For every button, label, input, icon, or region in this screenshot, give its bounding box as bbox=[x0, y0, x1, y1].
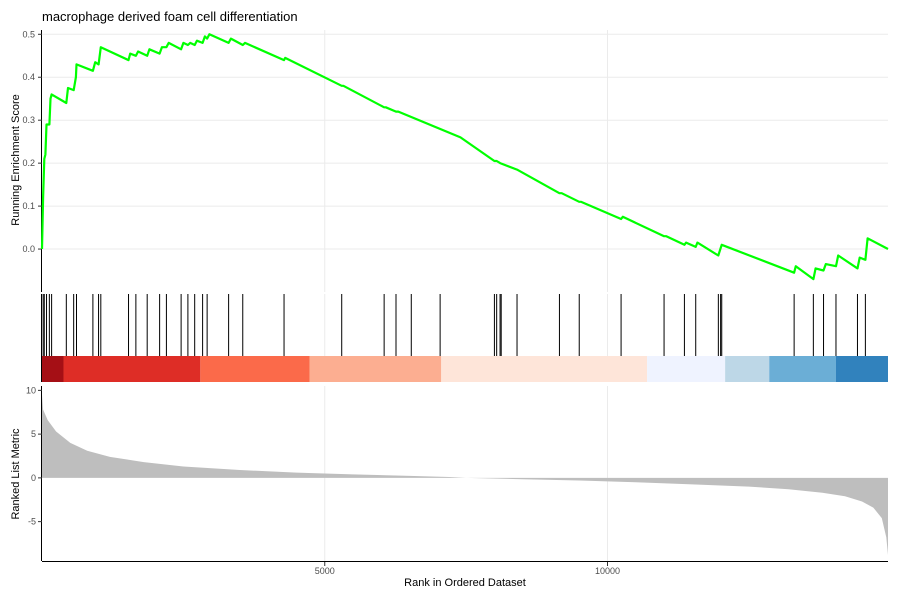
es-y-tick-label: 0.3 bbox=[22, 115, 35, 125]
rank-color-band bbox=[769, 356, 836, 382]
rank-color-band bbox=[835, 356, 888, 382]
chart-title: macrophage derived foam cell differentia… bbox=[42, 9, 298, 24]
x-tick-label: 10000 bbox=[595, 566, 620, 576]
rank-color-band bbox=[63, 356, 201, 382]
rank-color-band bbox=[441, 356, 648, 382]
gene-hits-panel bbox=[41, 294, 888, 382]
ranked-metric-panel: -5 0 5 10 Ranked List Metric bbox=[10, 385, 888, 562]
rank-color-band bbox=[309, 356, 442, 382]
metric-y-axis-label: Ranked List Metric bbox=[10, 428, 22, 520]
enrichment-score-line bbox=[40, 33, 889, 281]
rank-color-band bbox=[42, 356, 64, 382]
rank-color-band bbox=[200, 356, 310, 382]
rank-color-band bbox=[647, 356, 726, 382]
x-axis-label: Rank in Ordered Dataset bbox=[404, 577, 526, 589]
metric-y-tick-label: 5 bbox=[31, 429, 36, 439]
x-tick-label: 5000 bbox=[315, 566, 335, 576]
es-y-tick-label: 0.2 bbox=[22, 158, 35, 168]
metric-y-tick-label: 10 bbox=[26, 385, 36, 395]
enrichment-score-panel: 0.0 0.1 0.2 0.3 0.4 0.5 Running Enrichment Sc… bbox=[10, 29, 889, 292]
es-y-axis-label: Running Enrichment Score bbox=[10, 94, 22, 225]
es-y-tick-label: 0.1 bbox=[22, 201, 35, 211]
metric-y-tick-label: 0 bbox=[31, 473, 36, 483]
metric-y-tick-label: -5 bbox=[28, 517, 36, 527]
es-y-tick-label: 0.0 bbox=[22, 244, 35, 254]
ranked-metric-area bbox=[42, 394, 888, 555]
rank-color-band bbox=[725, 356, 770, 382]
es-y-tick-label: 0.4 bbox=[22, 72, 35, 82]
es-y-tick-label: 0.5 bbox=[22, 29, 35, 39]
